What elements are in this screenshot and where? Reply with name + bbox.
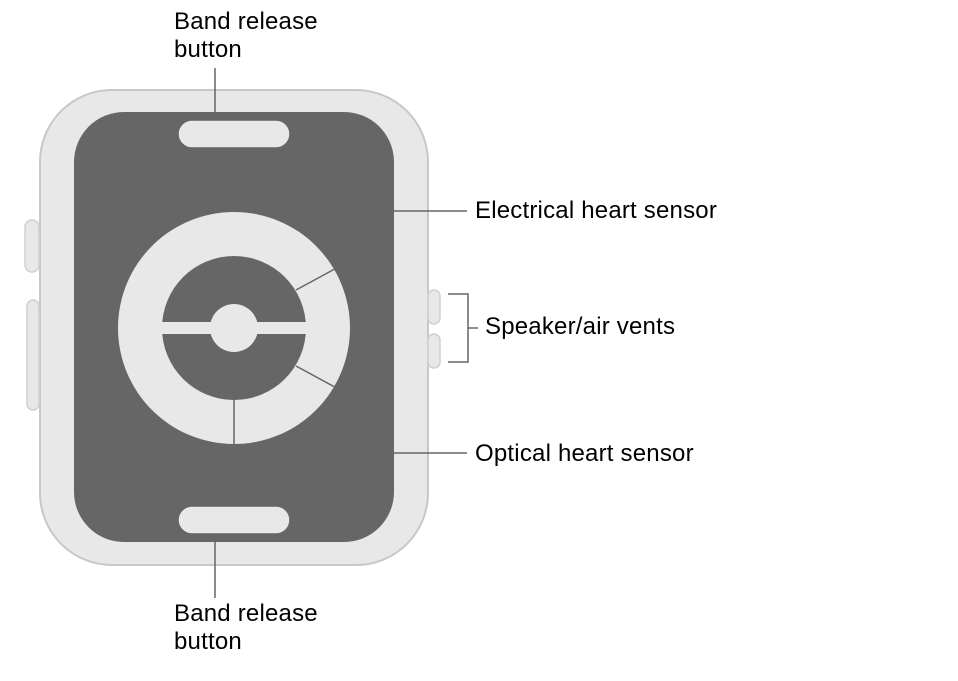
label-optical-heart-sensor: Optical heart sensor: [475, 440, 694, 468]
label-electrical-heart-sensor: Electrical heart sensor: [475, 197, 717, 225]
label-band-release-bottom: Band release button: [174, 600, 318, 656]
band-release-top: [178, 120, 290, 148]
speaker-vent-bottom: [428, 334, 440, 368]
left-side-button: [27, 300, 39, 410]
speaker-vent-top: [428, 290, 440, 324]
watch-back-diagram: [0, 0, 958, 681]
label-band-release-top: Band release button: [174, 8, 318, 64]
band-release-bottom: [178, 506, 290, 534]
label-speaker-air-vents: Speaker/air vents: [485, 313, 675, 341]
diagram-canvas: Band release button Electrical heart sen…: [0, 0, 958, 681]
optical-sensor-center: [210, 304, 258, 352]
left-side-crown: [25, 220, 39, 272]
